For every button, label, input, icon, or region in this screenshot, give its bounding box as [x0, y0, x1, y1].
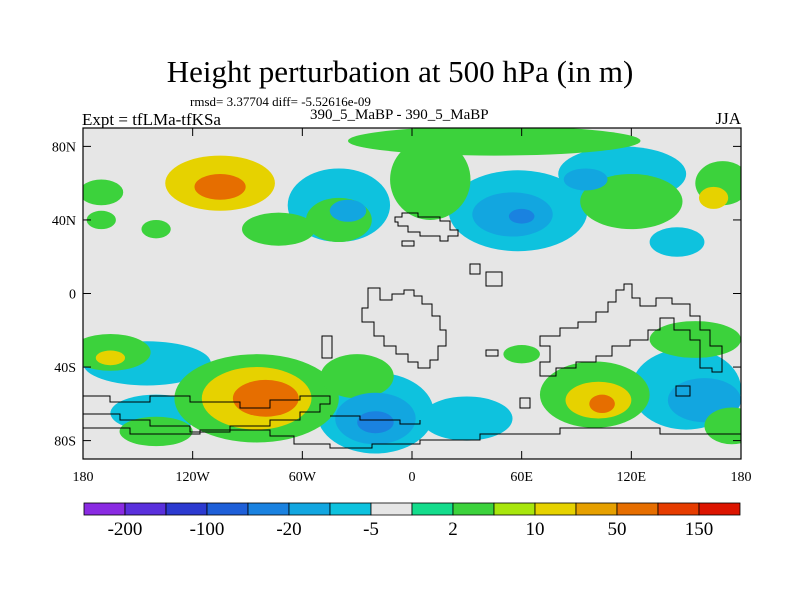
contour-region — [95, 350, 126, 366]
contour-region — [649, 321, 741, 358]
coastline-island-g — [519, 397, 531, 409]
x-tick-label: 180 — [73, 470, 94, 485]
colorbar-swatch — [370, 502, 413, 516]
y-tick-label: 80S — [54, 435, 76, 450]
coastline-island-d — [321, 335, 333, 359]
contour-region — [503, 344, 540, 364]
coastline-continent-south — [361, 287, 447, 369]
colorbar-label: 50 — [608, 519, 627, 540]
contour-region — [232, 379, 299, 417]
colorbar-swatch — [616, 502, 659, 516]
colorbar-swatch — [452, 502, 495, 516]
season-label: JJA — [715, 109, 741, 128]
colorbar-swatch — [575, 502, 618, 516]
colorbar-swatch — [329, 502, 372, 516]
colorbar-swatch — [657, 502, 700, 516]
contour-region — [589, 394, 615, 414]
coastline-island-e — [485, 349, 499, 357]
contour-region — [580, 173, 683, 230]
case-label: 390_5_MaBP - 390_5_MaBP — [310, 107, 489, 123]
colorbar-swatch — [124, 502, 167, 516]
colorbar-label: -200 — [108, 519, 143, 540]
coastline-eurasia — [394, 212, 459, 242]
x-tick-label: 60E — [510, 470, 533, 485]
x-tick-label: 0 — [409, 470, 416, 485]
contour-region — [704, 407, 741, 445]
coastline-antarctic — [83, 427, 741, 449]
coastline-continent-east — [539, 283, 723, 377]
coastline-island-c — [485, 271, 503, 287]
contour-region — [86, 210, 116, 230]
colorbar-label: -5 — [363, 519, 379, 540]
colorbar-label: 150 — [685, 519, 714, 540]
contour-region — [421, 396, 513, 441]
colorbar-label: 10 — [526, 519, 545, 540]
contour-region — [83, 179, 124, 206]
colorbar-swatch — [83, 502, 126, 516]
y-tick-label: 40S — [54, 361, 76, 376]
colorbar-swatch — [247, 502, 290, 516]
x-tick-label: 60W — [289, 470, 317, 485]
axis-ticks: 180 120W 60W 0 60E 120E 180 80N 40N 0 40S 80S — [52, 128, 752, 485]
y-tick-label: 0 — [69, 288, 76, 303]
colorbar-swatch — [411, 502, 454, 516]
colorbar-swatch — [165, 502, 208, 516]
colorbar: -200 -100 -20 -5 2 10 50 150 — [83, 502, 741, 540]
plot-area: 180 120W 60W 0 60E 120E 180 80N 40N 0 40S 80S — [52, 127, 752, 485]
y-tick-label: 40N — [52, 214, 76, 229]
contour-region — [242, 212, 316, 246]
contour-region — [141, 219, 171, 239]
coastline-island-a — [401, 240, 415, 247]
x-tick-label: 120W — [176, 470, 211, 485]
coastline-ice-shelf — [330, 415, 421, 425]
contour-region — [508, 208, 535, 224]
contour-region — [698, 186, 729, 209]
contour-region — [194, 173, 246, 200]
colorbar-swatch — [698, 502, 741, 516]
stats-line: rmsd= 3.37704 diff= -5.52616e-09 — [190, 94, 371, 109]
colorbar-swatch — [534, 502, 577, 516]
contour-region — [119, 416, 193, 447]
colorbar-swatch — [493, 502, 536, 516]
contour-region — [320, 354, 394, 399]
colorbar-swatch — [206, 502, 249, 516]
coastlines — [83, 212, 741, 449]
contour-region — [329, 199, 367, 222]
contour-region — [357, 411, 394, 434]
x-tick-label: 180 — [731, 470, 752, 485]
colorbar-label: -20 — [276, 519, 301, 540]
contour-region — [390, 139, 471, 220]
y-tick-label: 80N — [52, 140, 76, 155]
experiment-label: Expt = tfLMa-tfKSa — [82, 110, 221, 129]
x-tick-label: 120E — [617, 470, 647, 485]
contour-region — [649, 227, 705, 257]
colorbar-label: 2 — [448, 519, 458, 540]
coastline-island-b — [469, 263, 481, 275]
coastline-west-continent — [83, 395, 331, 433]
colorbar-label: -100 — [190, 519, 225, 540]
coastline-island-f — [675, 385, 691, 397]
colorbar-swatch — [288, 502, 331, 516]
contour-region — [348, 128, 641, 156]
chart-title: Height perturbation at 500 hPa (in m) — [166, 54, 634, 89]
contour-region — [563, 168, 608, 191]
field-contours — [83, 128, 741, 454]
